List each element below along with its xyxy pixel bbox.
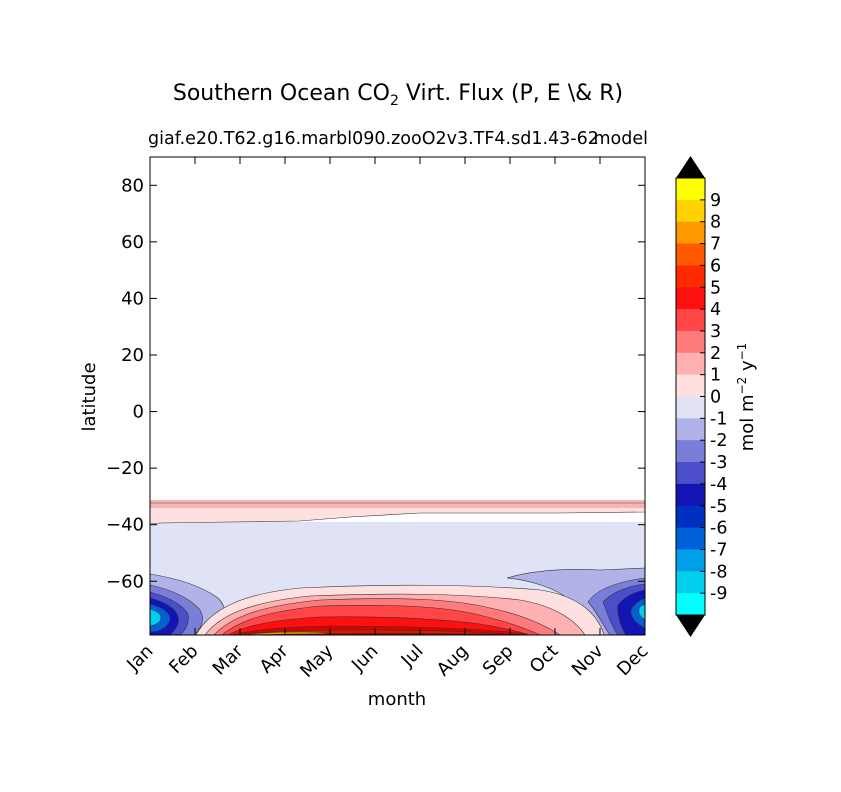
y-tick-label: −20 bbox=[106, 458, 144, 479]
colorbar-tick-label: -8 bbox=[710, 562, 727, 582]
colorbar-extend-top bbox=[676, 156, 705, 178]
colorbar-tick-label: -6 bbox=[710, 519, 727, 539]
x-tick-label: Nov bbox=[568, 640, 608, 680]
colorbar-tick-label: 2 bbox=[710, 344, 721, 364]
y-tick-label: −40 bbox=[106, 515, 144, 536]
colorbar-tick-label: 3 bbox=[710, 322, 721, 342]
colorbar-swatch bbox=[676, 352, 705, 376]
y-tick-label: 20 bbox=[121, 345, 144, 366]
x-tick-label: Jun bbox=[347, 641, 382, 676]
x-tick-label: Mar bbox=[209, 640, 248, 679]
colorbar-swatch bbox=[676, 483, 705, 507]
y-tick-label: 80 bbox=[121, 175, 144, 196]
colorbar-tick-label: 5 bbox=[710, 278, 721, 298]
colorbar-tick-label: 1 bbox=[710, 366, 721, 386]
x-tick-label: Jul bbox=[397, 641, 428, 672]
colorbar-swatch bbox=[676, 440, 705, 463]
y-tick-label: −60 bbox=[106, 571, 144, 592]
colorbar-tick-label: -5 bbox=[710, 497, 727, 517]
colorbar-swatch bbox=[676, 221, 705, 244]
colorbar-swatch bbox=[676, 527, 705, 550]
colorbar-swatch bbox=[676, 505, 705, 528]
colorbar-tick-label: 8 bbox=[710, 213, 721, 233]
colorbar-tick-label: -3 bbox=[710, 453, 727, 473]
x-tick-label: Oct bbox=[526, 641, 563, 678]
colorbar-swatch bbox=[676, 549, 705, 572]
summer-low-right-6 bbox=[638, 603, 645, 621]
colorbar-swatch bbox=[676, 462, 705, 485]
colorbar-swatch bbox=[676, 199, 705, 223]
contour-fills bbox=[150, 157, 645, 635]
colorbar-swatch bbox=[676, 374, 705, 397]
y-axis: 80 60 40 20 0 −20 −40 −60 bbox=[106, 175, 645, 592]
colorbar-tick-label: -4 bbox=[710, 475, 727, 495]
colorbar-label-main: mol m bbox=[737, 394, 758, 451]
y-tick-label: 40 bbox=[121, 288, 144, 309]
chart-title: Southern Ocean CO2 Virt. Flux (P, E \& R… bbox=[173, 81, 623, 109]
colorbar-tick-label: 0 bbox=[710, 388, 721, 408]
colorbar-swatch bbox=[676, 571, 705, 594]
colorbar-label-exp1: −2 bbox=[735, 377, 749, 395]
colorbar-tick-label: -1 bbox=[710, 409, 727, 429]
colorbar-swatch bbox=[676, 243, 705, 266]
y-tick-label: 0 bbox=[133, 402, 144, 423]
y-axis-label: latitude bbox=[79, 362, 100, 431]
x-tick-label: Feb bbox=[165, 641, 202, 678]
y-tick-label: 60 bbox=[121, 232, 144, 253]
colorbar-label: mol m−2 y−1 bbox=[735, 343, 758, 452]
colorbar-tick-label: -2 bbox=[710, 431, 727, 451]
colorbar-swatch bbox=[676, 593, 705, 616]
colorbar-swatch bbox=[676, 265, 705, 288]
chart-title-main: Southern Ocean CO bbox=[173, 81, 390, 106]
plot-frame bbox=[149, 156, 646, 636]
colorbar-tick-label: 9 bbox=[710, 191, 721, 211]
case-label: giaf.e20.T62.g16.marbl090.zooO2v3.TF4.sd… bbox=[148, 129, 599, 149]
chart-title-subscript: 2 bbox=[390, 93, 399, 109]
x-tick-label: May bbox=[296, 640, 337, 681]
colorbar-swatch bbox=[676, 396, 705, 419]
colorbar-swatch bbox=[676, 287, 705, 310]
colorbar-extend-bottom bbox=[676, 615, 705, 637]
x-tick-label: Apr bbox=[256, 640, 293, 677]
x-axis-label: month bbox=[368, 689, 426, 710]
colorbar-swatch bbox=[676, 418, 705, 441]
colorbar-tick-label: -9 bbox=[710, 584, 727, 604]
chart-title-rest: Virt. Flux (P, E \& R) bbox=[399, 81, 623, 106]
colorbar-swatch bbox=[676, 178, 705, 201]
colorbar-tick-label: 7 bbox=[710, 235, 721, 255]
colorbar-swatch bbox=[676, 330, 705, 354]
colorbar-swatch bbox=[676, 309, 705, 332]
colorbar-tick-label: 6 bbox=[710, 256, 721, 276]
x-tick-label: Dec bbox=[613, 641, 652, 680]
colorbar-tick-label: 4 bbox=[710, 300, 721, 320]
x-tick-label: Sep bbox=[479, 641, 518, 680]
colorbar-label-mid: y bbox=[737, 360, 758, 377]
band-0-to-1 bbox=[150, 506, 645, 525]
colorbar-tick-label: -7 bbox=[710, 540, 727, 560]
x-tick-label: Aug bbox=[433, 641, 473, 681]
band-1-to-2 bbox=[150, 500, 645, 508]
summer-low-left-6 bbox=[150, 608, 162, 627]
colorbar-label-exp2: −1 bbox=[735, 343, 749, 361]
model-label: model bbox=[594, 129, 649, 149]
x-tick-label: Jan bbox=[122, 641, 157, 676]
